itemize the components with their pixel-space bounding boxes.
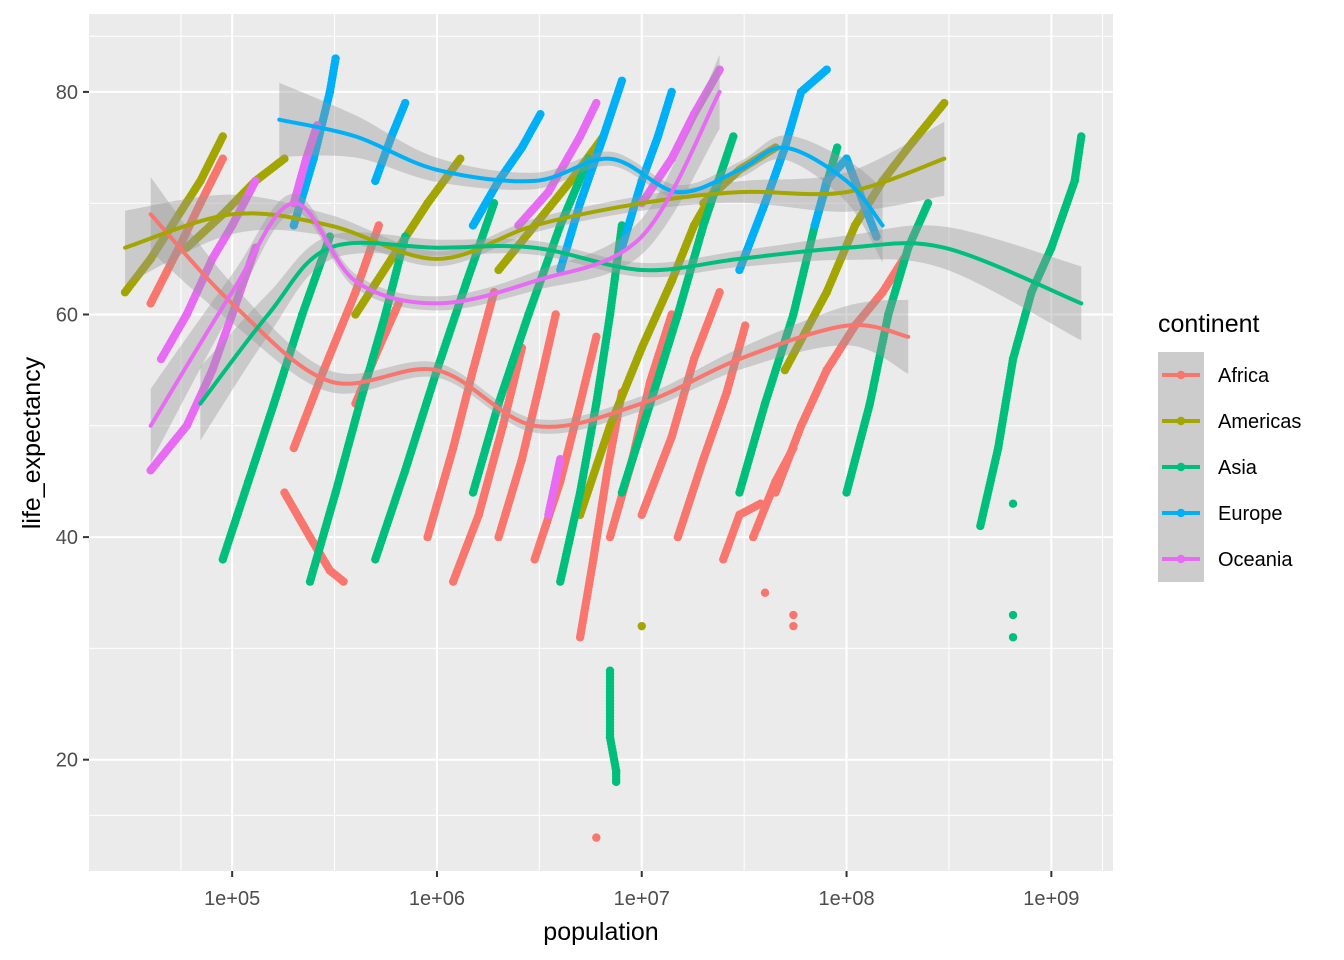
data-point bbox=[1008, 610, 1018, 620]
data-point bbox=[741, 321, 750, 330]
data-point bbox=[556, 454, 565, 464]
legend-key-point bbox=[1176, 370, 1186, 380]
smooth-line bbox=[123, 156, 947, 261]
smooth-line bbox=[277, 117, 885, 228]
data-point bbox=[715, 288, 724, 297]
legend-label: Asia bbox=[1218, 457, 1258, 479]
series-points bbox=[146, 65, 724, 520]
data-point bbox=[456, 154, 465, 163]
x-axis-ticks: 1e+05 1e+06 1e+07 1e+08 1e+09 bbox=[204, 871, 1079, 910]
data-point bbox=[1008, 633, 1018, 642]
data-points bbox=[120, 54, 1086, 842]
data-point bbox=[325, 232, 335, 241]
data-point bbox=[331, 54, 340, 63]
smooth-line bbox=[148, 89, 722, 428]
confidence-band bbox=[125, 121, 945, 285]
legend-label: Oceania bbox=[1218, 549, 1293, 571]
series-points bbox=[289, 54, 881, 275]
data-point bbox=[789, 610, 798, 620]
data-point bbox=[789, 621, 798, 631]
data-point bbox=[715, 65, 724, 74]
data-point bbox=[401, 232, 410, 241]
data-point bbox=[637, 621, 646, 631]
confidence-band bbox=[279, 82, 883, 263]
data-point bbox=[592, 833, 601, 842]
legend-label: Americas bbox=[1218, 411, 1301, 433]
data-point bbox=[617, 76, 627, 85]
x-tick-label: 1e+07 bbox=[614, 888, 670, 910]
data-point bbox=[374, 221, 383, 230]
data-point bbox=[667, 87, 676, 97]
legend-label: Europe bbox=[1218, 503, 1283, 525]
data-point bbox=[489, 199, 499, 208]
y-tick-label: 40 bbox=[56, 527, 78, 549]
series-points bbox=[146, 154, 908, 842]
data-point bbox=[339, 577, 348, 586]
y-tick-label: 60 bbox=[56, 305, 78, 327]
data-point bbox=[832, 143, 842, 152]
data-point bbox=[536, 109, 545, 119]
data-point bbox=[218, 154, 227, 163]
y-tick-label: 20 bbox=[56, 750, 78, 772]
data-point bbox=[729, 132, 738, 141]
minor-grid bbox=[89, 14, 1113, 871]
x-tick-label: 1e+05 bbox=[204, 888, 260, 910]
data-point bbox=[1077, 132, 1086, 141]
x-tick-label: 1e+09 bbox=[1023, 888, 1079, 910]
x-tick-label: 1e+06 bbox=[409, 888, 465, 910]
legend-key-point bbox=[1176, 462, 1186, 472]
data-point bbox=[822, 65, 831, 74]
data-point bbox=[592, 98, 601, 108]
data-point bbox=[251, 176, 260, 186]
x-axis-title: population bbox=[543, 918, 658, 946]
y-axis-ticks: 20 40 60 80 bbox=[56, 82, 89, 772]
x-tick-label: 1e+08 bbox=[818, 888, 874, 910]
legend-label: Africa bbox=[1218, 365, 1270, 387]
data-point bbox=[280, 154, 289, 163]
y-tick-label: 80 bbox=[56, 82, 78, 104]
data-point bbox=[401, 98, 410, 108]
y-axis-title: life_expectancy bbox=[18, 356, 46, 529]
data-point bbox=[611, 777, 621, 787]
legend-key-point bbox=[1176, 554, 1186, 564]
legend: continent Africa Americas Asia Europe Oceani… bbox=[1158, 310, 1301, 582]
legend-title: continent bbox=[1158, 310, 1260, 338]
data-point bbox=[760, 588, 770, 597]
data-point bbox=[923, 199, 933, 208]
data-point bbox=[872, 232, 881, 241]
data-point bbox=[1008, 499, 1018, 508]
data-point bbox=[551, 310, 560, 319]
legend-key-point bbox=[1176, 508, 1186, 518]
smooth-lines bbox=[123, 89, 1084, 429]
data-point bbox=[940, 98, 949, 108]
legend-key-point bbox=[1176, 416, 1186, 426]
data-point bbox=[592, 332, 601, 341]
data-point bbox=[218, 132, 227, 141]
series-points bbox=[218, 132, 1086, 787]
